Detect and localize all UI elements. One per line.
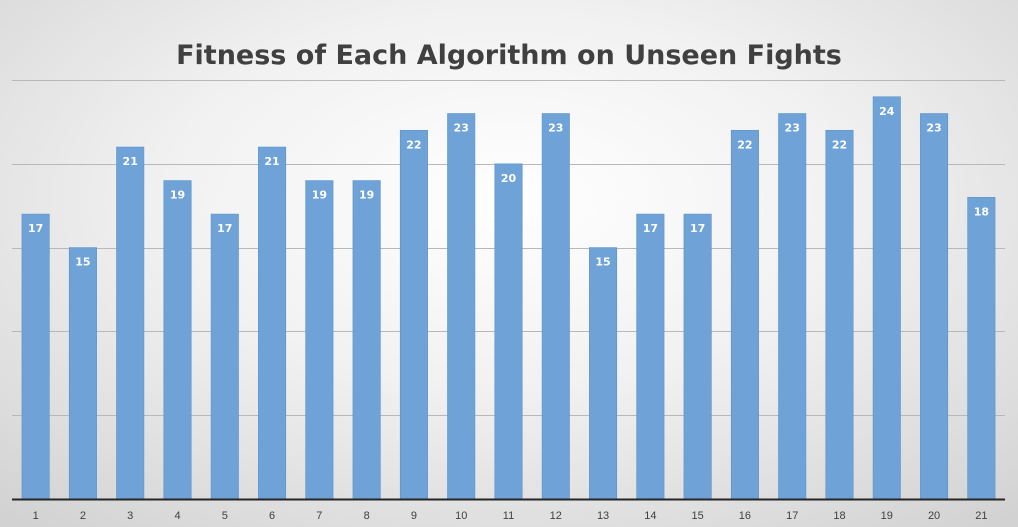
bar (730, 129, 759, 500)
bar (21, 213, 50, 500)
x-tick-label: 8 (364, 510, 370, 522)
x-tick-label: 13 (597, 510, 609, 522)
data-label: 19 (312, 189, 327, 202)
bar (636, 213, 665, 500)
x-tick-label: 9 (411, 510, 417, 522)
data-label: 17 (643, 222, 658, 235)
data-label: 15 (595, 256, 610, 269)
x-tick-label: 14 (644, 510, 656, 522)
bar (305, 180, 334, 500)
data-label: 21 (123, 155, 138, 168)
x-tick-label: 12 (550, 510, 562, 522)
x-tick-label: 1 (33, 510, 39, 522)
bar (920, 113, 949, 500)
x-tick-label: 10 (455, 510, 467, 522)
bar (967, 197, 996, 500)
data-label: 19 (359, 189, 374, 202)
bar (825, 129, 854, 500)
data-label: 19 (170, 189, 185, 202)
bar (589, 247, 618, 500)
bar (210, 213, 239, 500)
data-label: 23 (926, 122, 941, 135)
bar (163, 180, 192, 500)
x-tick-label: 4 (174, 510, 180, 522)
bar (258, 146, 287, 500)
data-label: 23 (548, 122, 563, 135)
x-tick-labels: 1 2 3 4 5 6 7 8 9 10 11 12 13 14 15 16 17 18 19 20 21 (33, 510, 988, 522)
bar (872, 96, 901, 500)
x-tick-label: 15 (692, 510, 704, 522)
x-tick-label: 7 (316, 510, 322, 522)
bar (541, 113, 570, 500)
x-tick-label: 18 (833, 510, 845, 522)
data-label: 17 (217, 222, 232, 235)
bar (494, 163, 523, 500)
bar (447, 113, 476, 500)
data-label: 20 (501, 172, 517, 185)
x-tick-label: 16 (739, 510, 751, 522)
bar (683, 213, 712, 500)
x-tick-label: 3 (127, 510, 133, 522)
x-tick-label: 5 (222, 510, 228, 522)
data-label: 22 (832, 138, 847, 151)
x-tick-label: 17 (786, 510, 798, 522)
x-tick-label: 11 (503, 510, 514, 522)
x-tick-label: 6 (269, 510, 275, 522)
bar (778, 113, 807, 500)
data-label: 22 (737, 138, 752, 151)
x-tick-label: 21 (975, 510, 987, 522)
bars (21, 96, 996, 500)
bar (68, 247, 97, 500)
data-label: 23 (785, 122, 800, 135)
data-label: 15 (75, 256, 90, 269)
data-label: 18 (974, 205, 989, 218)
x-tick-label: 2 (80, 510, 86, 522)
data-label: 17 (690, 222, 705, 235)
bar (116, 146, 145, 500)
x-tick-label: 19 (881, 510, 893, 522)
bar (399, 129, 428, 500)
bar (352, 180, 381, 500)
data-label: 17 (28, 222, 43, 235)
data-label: 21 (264, 155, 279, 168)
data-label: 24 (879, 105, 895, 118)
data-labels: 17 15 21 19 17 21 19 19 22 23 20 23 15 17 17 22 23 22 24 23… (28, 105, 989, 269)
data-label: 23 (454, 122, 469, 135)
data-label: 22 (406, 138, 421, 151)
chart-title: Fitness of Each Algorithm on Unseen Figh… (176, 40, 842, 71)
x-tick-label: 20 (928, 510, 940, 522)
